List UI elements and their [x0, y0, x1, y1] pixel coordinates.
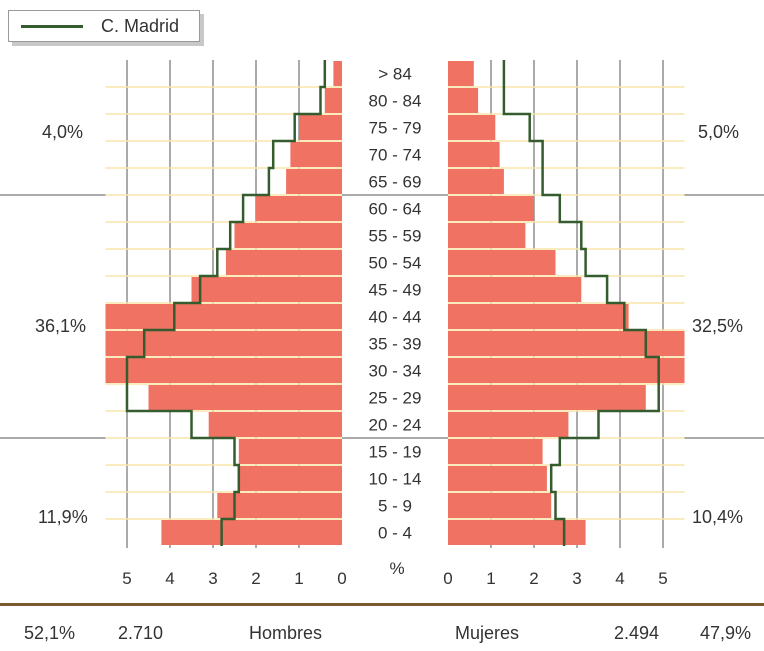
- pct-bot-right: 10,4%: [692, 507, 743, 528]
- bar-mujeres-4: [448, 412, 568, 437]
- category-label-1: 5 - 9: [378, 497, 412, 516]
- bar-mujeres-12: [448, 196, 534, 221]
- bar-hombres-8: [106, 304, 343, 329]
- category-label-12: 60 - 64: [369, 200, 422, 219]
- tick-left-3: 3: [208, 569, 217, 588]
- legend: C. Madrid: [8, 10, 200, 42]
- legend-line-swatch: [21, 25, 83, 28]
- category-label-9: 45 - 49: [369, 281, 422, 300]
- category-label-16: 80 - 84: [369, 92, 422, 111]
- tick-right-0: 0: [443, 569, 452, 588]
- tick-right-2: 2: [529, 569, 538, 588]
- bar-hombres-2: [239, 466, 342, 491]
- pct-top-right: 5,0%: [698, 122, 739, 143]
- bar-hombres-12: [256, 196, 342, 221]
- category-label-5: 25 - 29: [369, 389, 422, 408]
- mujeres-count: 2.494: [614, 623, 659, 644]
- bar-mujeres-15: [448, 115, 495, 140]
- bar-hombres-15: [299, 115, 342, 140]
- axis-unit: %: [389, 559, 404, 578]
- tick-right-4: 4: [615, 569, 624, 588]
- bar-hombres-7: [106, 331, 343, 356]
- category-label-17: > 84: [378, 65, 412, 84]
- category-label-14: 70 - 74: [369, 146, 422, 165]
- category-label-13: 65 - 69: [369, 173, 422, 192]
- tick-left-5: 5: [122, 569, 131, 588]
- bar-mujeres-17: [448, 61, 474, 86]
- bar-mujeres-14: [448, 142, 500, 167]
- category-label-0: 0 - 4: [378, 524, 412, 543]
- category-label-11: 55 - 59: [369, 227, 422, 246]
- pct-mid-left: 36,1%: [35, 316, 86, 337]
- tick-right-3: 3: [572, 569, 581, 588]
- bar-hombres-10: [226, 250, 342, 275]
- bar-mujeres-10: [448, 250, 556, 275]
- bar-hombres-4: [209, 412, 342, 437]
- mujeres-label: Mujeres: [455, 623, 519, 644]
- bar-mujeres-1: [448, 493, 551, 518]
- hombres-label: Hombres: [249, 623, 322, 644]
- tick-left-0: 0: [337, 569, 346, 588]
- bar-hombres-13: [286, 169, 342, 194]
- tick-left-1: 1: [294, 569, 303, 588]
- tick-right-5: 5: [658, 569, 667, 588]
- bar-mujeres-9: [448, 277, 581, 302]
- bar-hombres-11: [235, 223, 343, 248]
- category-label-7: 35 - 39: [369, 335, 422, 354]
- bar-mujeres-2: [448, 466, 547, 491]
- bar-hombres-14: [290, 142, 342, 167]
- hombres-count: 2.710: [118, 623, 163, 644]
- tick-left-2: 2: [251, 569, 260, 588]
- mujeres-percent: 47,9%: [700, 623, 751, 644]
- bar-hombres-1: [217, 493, 342, 518]
- bar-mujeres-11: [448, 223, 525, 248]
- tick-left-4: 4: [165, 569, 174, 588]
- bar-mujeres-13: [448, 169, 504, 194]
- pct-top-left: 4,0%: [42, 122, 83, 143]
- bar-mujeres-6: [448, 358, 685, 383]
- hombres-percent: 52,1%: [24, 623, 75, 644]
- bar-mujeres-7: [448, 331, 685, 356]
- bar-mujeres-3: [448, 439, 543, 464]
- category-label-8: 40 - 44: [369, 308, 422, 327]
- bar-hombres-9: [192, 277, 343, 302]
- category-label-6: 30 - 34: [369, 362, 422, 381]
- footer-divider: [0, 603, 764, 606]
- bar-mujeres-5: [448, 385, 646, 410]
- category-label-4: 20 - 24: [369, 416, 422, 435]
- bar-hombres-3: [239, 439, 342, 464]
- tick-right-1: 1: [486, 569, 495, 588]
- bar-hombres-5: [149, 385, 343, 410]
- pct-mid-right: 32,5%: [692, 316, 743, 337]
- bar-mujeres-16: [448, 88, 478, 113]
- bar-hombres-16: [325, 88, 342, 113]
- category-label-2: 10 - 14: [369, 470, 422, 489]
- category-label-10: 50 - 54: [369, 254, 422, 273]
- category-label-3: 15 - 19: [369, 443, 422, 462]
- bar-mujeres-8: [448, 304, 629, 329]
- pct-bot-left: 11,9%: [38, 507, 88, 528]
- legend-label: C. Madrid: [101, 16, 179, 37]
- category-label-15: 75 - 79: [369, 119, 422, 138]
- bar-hombres-0: [161, 520, 342, 545]
- bar-hombres-17: [333, 61, 342, 86]
- bar-hombres-6: [106, 358, 343, 383]
